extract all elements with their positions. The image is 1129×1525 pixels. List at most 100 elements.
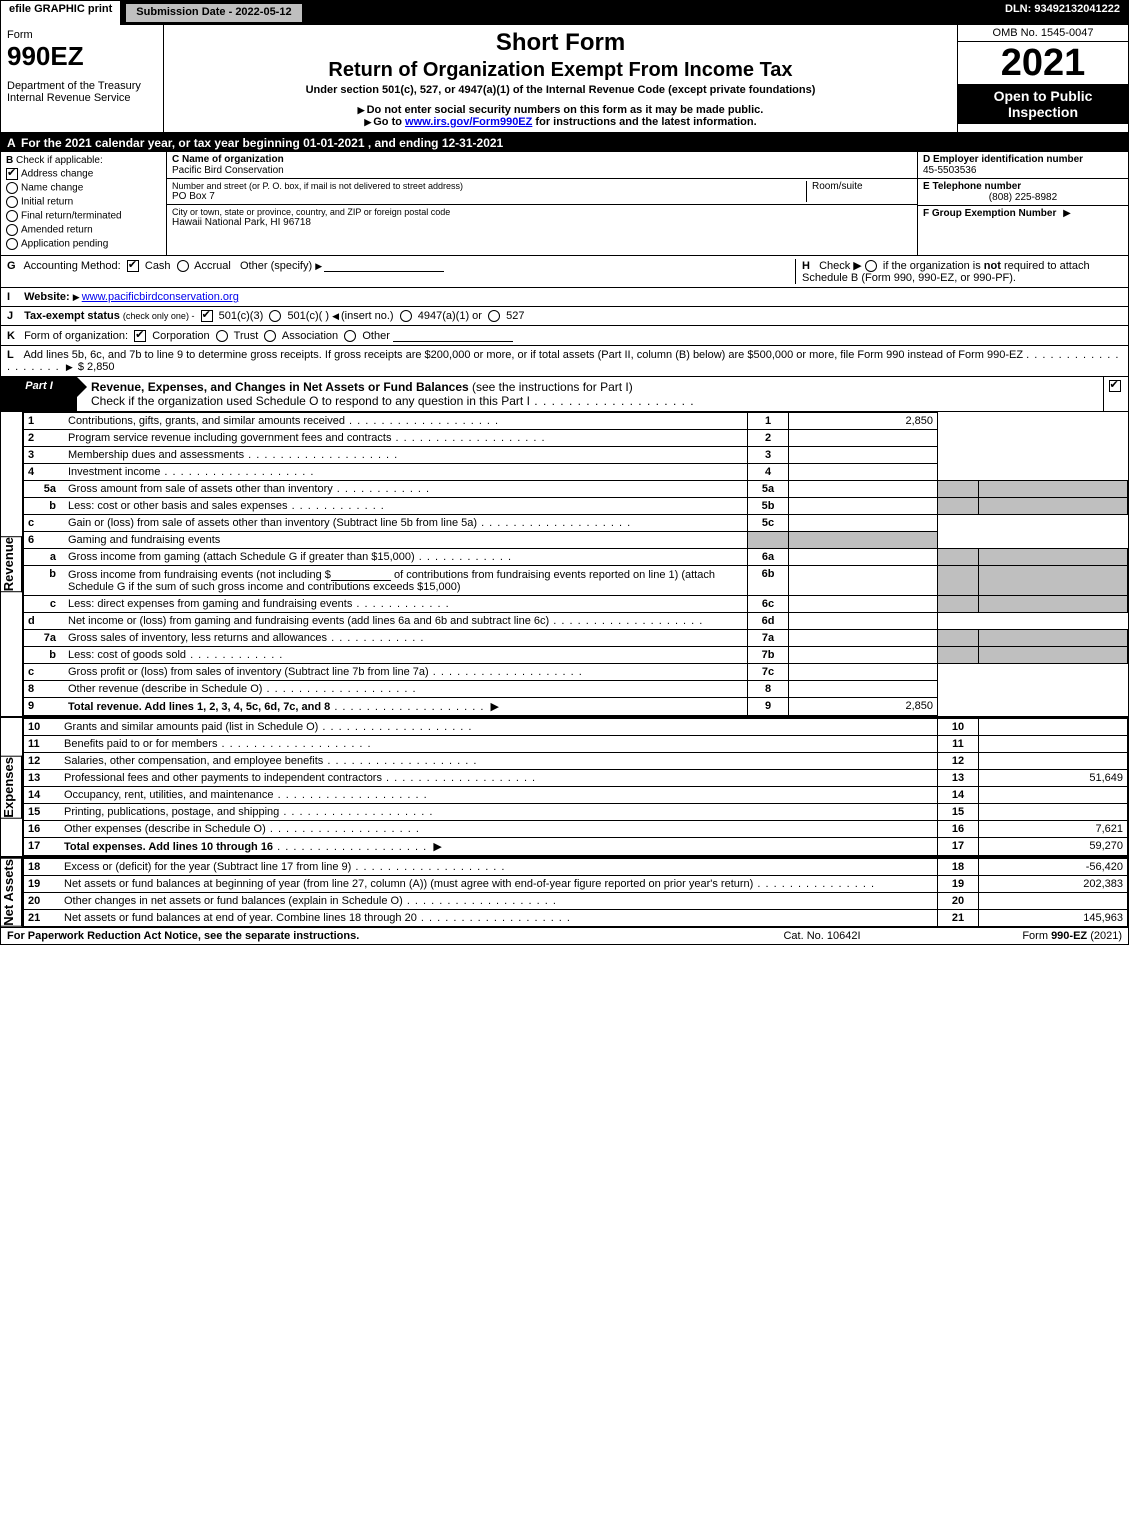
other-specify-blank[interactable]	[324, 259, 444, 272]
corp-checkbox[interactable]	[134, 330, 146, 342]
form-org-label: Form of organization:	[24, 330, 128, 342]
line-desc: Occupancy, rent, utilities, and maintena…	[60, 787, 938, 804]
line-desc: Gross amount from sale of assets other t…	[64, 481, 748, 498]
line-box-shaded	[938, 647, 979, 664]
website-link[interactable]: www.pacificbirdconservation.org	[82, 291, 239, 303]
line-number: 5a	[24, 481, 65, 498]
line-number: 13	[24, 770, 61, 787]
line-amount	[979, 736, 1128, 753]
line-desc: Gross income from gaming (attach Schedul…	[64, 549, 748, 566]
line-amount: 2,850	[789, 698, 938, 716]
checkbox[interactable]	[6, 210, 18, 222]
revenue-section: Revenue 1 Contributions, gifts, grants, …	[1, 412, 1128, 716]
group-exemption-label: F Group Exemption Number	[923, 208, 1056, 219]
arrow-icon: ▶	[1063, 208, 1071, 219]
line-number: c	[24, 596, 65, 613]
checkbox[interactable]	[6, 182, 18, 194]
checkbox[interactable]	[6, 224, 18, 236]
check-applicable-label: Check if applicable:	[16, 155, 103, 166]
sub-box: 6c	[748, 596, 789, 613]
part1-schedule-o-checkbox[interactable]	[1109, 380, 1121, 392]
501c-checkbox[interactable]	[269, 310, 281, 322]
form-header: Form 990EZ Department of the Treasury In…	[1, 25, 1128, 134]
footer-center: Cat. No. 10642I	[722, 930, 922, 942]
line-desc: Other revenue (describe in Schedule O)	[64, 681, 748, 698]
4947-checkbox[interactable]	[400, 310, 412, 322]
line-desc: Benefits paid to or for members	[60, 736, 938, 753]
line-box: 10	[938, 719, 979, 736]
ein-value: 45-5503536	[923, 165, 1123, 176]
501c3-label: 501(c)(3)	[219, 310, 264, 322]
check-applicable-item: Amended return	[6, 224, 161, 236]
omb-number: OMB No. 1545-0047	[958, 25, 1128, 42]
page-footer: For Paperwork Reduction Act Notice, see …	[1, 927, 1128, 944]
checkbox[interactable]	[6, 238, 18, 250]
line-amount: 51,649	[979, 770, 1128, 787]
501c3-checkbox[interactable]	[201, 310, 213, 322]
other-org-label: Other	[362, 330, 390, 342]
checkbox-label: Initial return	[21, 197, 73, 208]
city-label: City or town, state or province, country…	[172, 207, 912, 217]
line-amount-shaded	[979, 630, 1128, 647]
line-desc: Gain or (loss) from sale of assets other…	[64, 515, 748, 532]
line-box: 4	[748, 464, 789, 481]
efile-print-label[interactable]: efile GRAPHIC print	[1, 1, 122, 25]
line-box: 20	[938, 893, 979, 910]
expenses-table: 10 Grants and similar amounts paid (list…	[23, 718, 1128, 856]
checkbox-label: Application pending	[21, 239, 108, 250]
checkbox-label: Name change	[21, 183, 83, 194]
line-number: 4	[24, 464, 65, 481]
check-applicable-item: Final return/terminated	[6, 210, 161, 222]
line-amount: 202,383	[979, 876, 1128, 893]
line-box: 13	[938, 770, 979, 787]
line-number: 21	[24, 910, 61, 927]
line-amount: 145,963	[979, 910, 1128, 927]
line-desc: Grants and similar amounts paid (list in…	[60, 719, 938, 736]
other-org-blank[interactable]	[393, 329, 513, 342]
h-checkbox[interactable]	[865, 260, 877, 272]
goto-post: for instructions and the latest informat…	[532, 116, 756, 128]
line-box: 9	[748, 698, 789, 716]
line-desc: Professional fees and other payments to …	[60, 770, 938, 787]
h-text2: if the organization is	[883, 260, 984, 272]
row-l: L Add lines 5b, 6c, and 7b to line 9 to …	[1, 346, 1128, 376]
line-amount-shaded	[979, 498, 1128, 515]
line-desc: Printing, publications, postage, and shi…	[60, 804, 938, 821]
submission-date: Submission Date - 2022-05-12	[124, 2, 303, 24]
line-amount	[979, 893, 1128, 910]
line-box: 15	[938, 804, 979, 821]
part1-title-rest: (see the instructions for Part I)	[469, 380, 633, 394]
assoc-checkbox[interactable]	[264, 330, 276, 342]
form-label: Form	[7, 29, 157, 41]
line-amount-shaded	[979, 647, 1128, 664]
org-name: Pacific Bird Conservation	[172, 165, 912, 176]
line-amount	[979, 719, 1128, 736]
line-number: 3	[24, 447, 65, 464]
other-org-checkbox[interactable]	[344, 330, 356, 342]
line-desc: Total revenue. Add lines 1, 2, 3, 4, 5c,…	[64, 698, 748, 716]
accrual-label: Accrual	[194, 260, 231, 272]
sub-value	[789, 498, 938, 515]
checkbox[interactable]	[6, 168, 18, 180]
irs-link[interactable]: www.irs.gov/Form990EZ	[405, 116, 532, 128]
org-name-label: C Name of organization	[172, 154, 912, 165]
room-suite-label: Room/suite	[806, 181, 912, 202]
line-amount	[789, 664, 938, 681]
sub-value	[789, 596, 938, 613]
line-number: 17	[24, 838, 61, 856]
line-desc: Gaming and fundraising events	[64, 532, 748, 549]
line-number: b	[24, 647, 65, 664]
line-box-shaded	[938, 596, 979, 613]
cash-checkbox[interactable]	[127, 260, 139, 272]
accrual-checkbox[interactable]	[177, 260, 189, 272]
checkbox[interactable]	[6, 196, 18, 208]
section-a-row: AFor the 2021 calendar year, or tax year…	[1, 134, 1128, 152]
line-desc: Program service revenue including govern…	[64, 430, 748, 447]
line-box: 12	[938, 753, 979, 770]
527-checkbox[interactable]	[488, 310, 500, 322]
sub-value	[789, 630, 938, 647]
dln-label: DLN: 93492132041222	[997, 1, 1128, 25]
line-desc: Less: direct expenses from gaming and fu…	[64, 596, 748, 613]
trust-checkbox[interactable]	[216, 330, 228, 342]
form-number: 990EZ	[7, 41, 157, 72]
